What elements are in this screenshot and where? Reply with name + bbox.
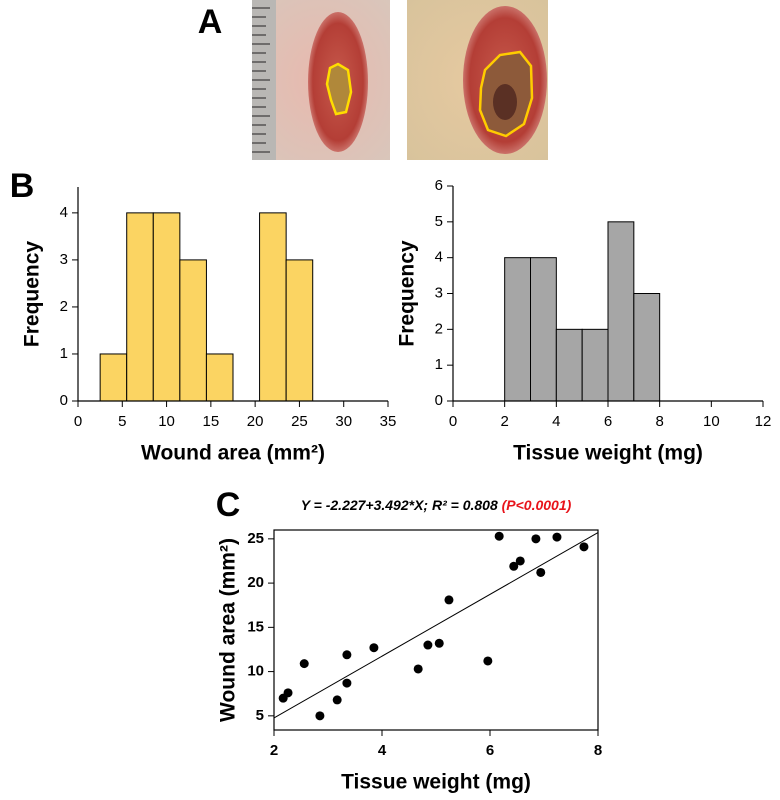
histogram-bar [607, 221, 635, 402]
x-axis-label: Wound area (mm²) [141, 442, 325, 465]
x-tick-label: 8 [594, 742, 602, 759]
y-tick-label: 3 [60, 251, 68, 268]
histogram-bar [126, 212, 154, 402]
fit-line [273, 532, 599, 719]
histogram-bar [504, 257, 531, 402]
scatter-point [315, 711, 325, 721]
x-tick-label: 20 [247, 413, 264, 430]
scatter-point [369, 643, 379, 653]
y-tick-label: 1 [435, 356, 443, 373]
scatter-point [342, 678, 352, 688]
x-tick-label: 5 [118, 413, 126, 430]
histogram-bar [633, 293, 661, 402]
y-tick-label: 25 [247, 530, 264, 547]
x-tick-label: 4 [552, 413, 560, 430]
histogram-bar [581, 328, 609, 402]
scatter-point [515, 556, 525, 566]
x-tick-label: 25 [291, 413, 308, 430]
p-value: (P<0.0001) [502, 497, 572, 513]
y-tick-label: 20 [247, 574, 264, 591]
y-tick-label: 0 [435, 392, 443, 409]
y-tick-label: 6 [435, 177, 443, 194]
y-tick-label: 4 [60, 204, 68, 221]
x-tick-label: 0 [449, 413, 457, 430]
photo-left [252, 0, 390, 160]
y-tick-label: 1 [60, 345, 68, 362]
y-tick-label: 4 [435, 249, 443, 266]
x-tick-label: 2 [270, 742, 278, 759]
y-axis-label: Wound area (mm²) [217, 538, 240, 722]
y-tick-label: 5 [256, 707, 264, 724]
x-tick-label: 4 [378, 742, 387, 759]
histogram-bar [179, 259, 207, 402]
scatter-point [444, 595, 454, 605]
x-tick-label: 6 [486, 742, 494, 759]
scatter-point [494, 531, 504, 541]
scatter-point [483, 656, 493, 666]
scatter-point [283, 688, 293, 698]
scatter-point [434, 638, 444, 648]
y-tick-label: 2 [435, 320, 443, 337]
x-tick-label: 6 [604, 413, 612, 430]
x-tick-label: 8 [655, 413, 663, 430]
scatter-point [299, 659, 309, 669]
plot-frame [273, 529, 599, 731]
y-axis-label: Frequency [396, 240, 419, 347]
scatter-point [579, 542, 589, 552]
x-tick-label: 35 [380, 413, 397, 430]
histogram-bar [530, 257, 557, 402]
panel-label: B [10, 167, 35, 205]
scatter-point [342, 650, 352, 660]
x-tick-label: 10 [703, 413, 720, 430]
x-tick-label: 30 [335, 413, 352, 430]
x-axis-label: Tissue weight (mg) [513, 442, 703, 465]
y-tick-label: 10 [247, 663, 264, 680]
histogram-bar [152, 212, 181, 402]
x-tick-label: 10 [158, 413, 175, 430]
panel-label: A [198, 3, 223, 41]
histogram-bar [205, 353, 234, 402]
y-tick-label: 15 [247, 618, 264, 635]
x-tick-label: 0 [74, 413, 82, 430]
equation: Y = -2.227+3.492*X; R² = 0.808 [301, 497, 502, 513]
scatter-point [531, 534, 541, 544]
x-tick-label: 12 [755, 413, 772, 430]
y-tick-label: 2 [60, 298, 68, 315]
scatter-point [552, 532, 562, 542]
scatter-point [423, 640, 433, 650]
histogram-bar [259, 212, 287, 402]
scatter-point [536, 567, 546, 577]
panel-label: C [216, 486, 241, 524]
x-tick-label: 15 [203, 413, 220, 430]
y-tick-label: 5 [435, 213, 443, 230]
y-tick-label: 0 [60, 392, 68, 409]
x-axis-label: Tissue weight (mg) [341, 771, 531, 794]
y-axis-label: Frequency [21, 241, 44, 348]
scatter-point [413, 664, 423, 674]
histogram-bar [99, 353, 128, 402]
photo-right [407, 0, 548, 160]
x-tick-label: 2 [500, 413, 508, 430]
histogram-bar [285, 259, 314, 402]
histogram-bar [555, 328, 583, 402]
scatter-point [332, 695, 342, 705]
chart-title: Y = -2.227+3.492*X; R² = 0.808 (P<0.0001… [301, 497, 572, 513]
y-tick-label: 3 [435, 284, 443, 301]
scatter-point [509, 561, 519, 571]
